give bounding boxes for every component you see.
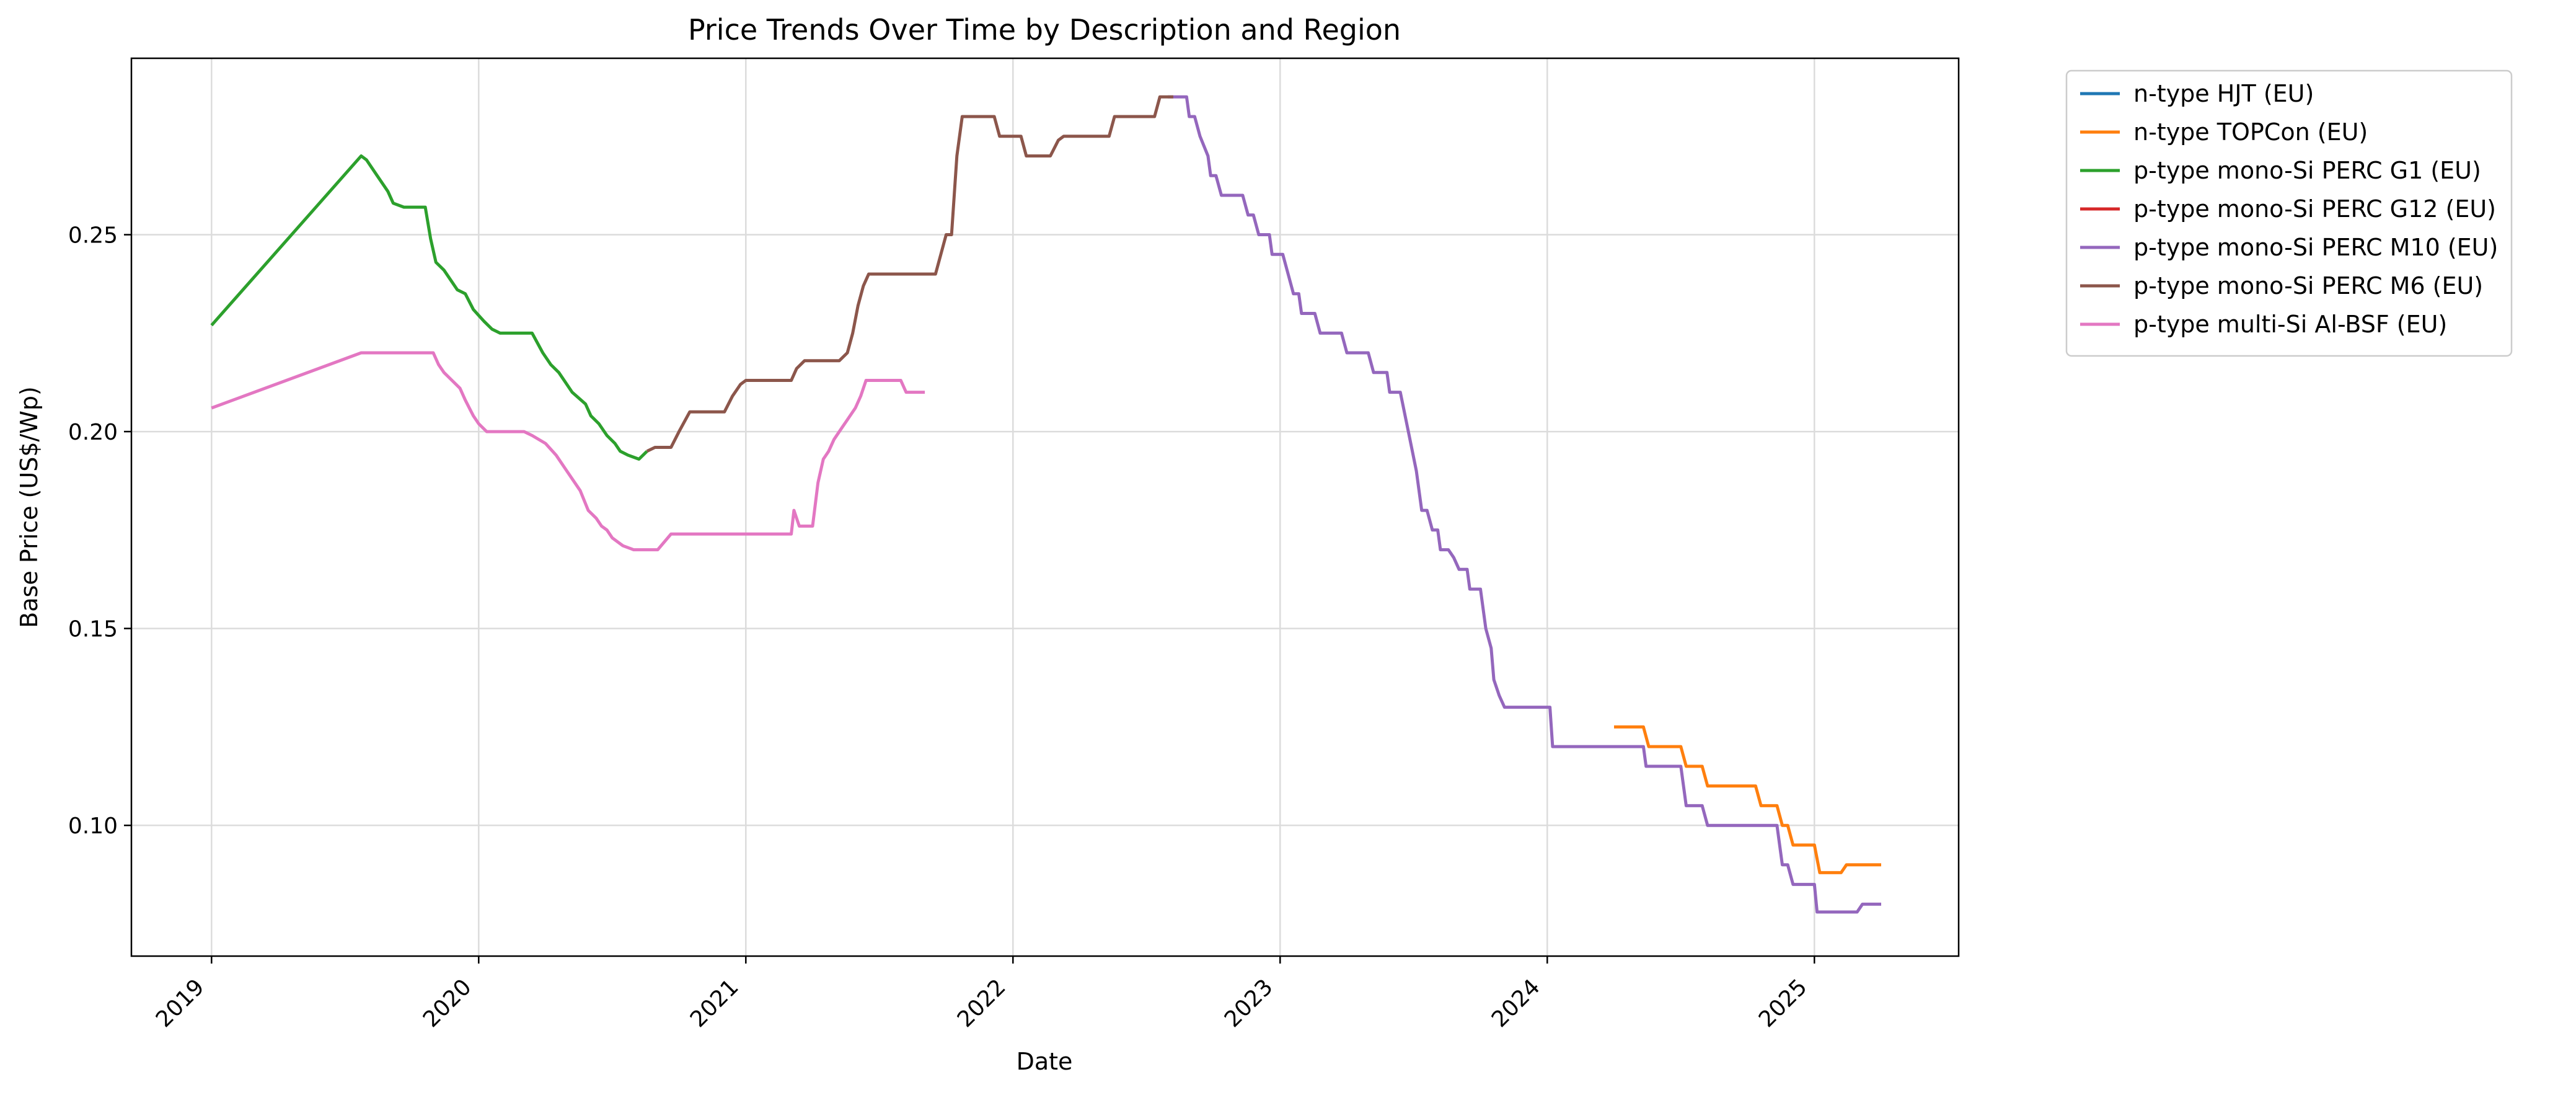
series-line-p-type-mono-si-perc-m10-eu [1168,95,1881,914]
legend: n-type HJT (EU) n-type TOPCon (EU) p-type … [2065,69,2513,357]
y-tick-label: 0.10 [68,813,118,839]
grid [131,58,1959,956]
legend-label: n-type TOPCon (EU) [2133,118,2368,146]
series-lines [210,95,1881,914]
legend-box [2065,69,2513,357]
legend-label: p-type mono-Si PERC G12 (EU) [2133,195,2496,223]
y-axis-title: Base Price (US$/Wp) [15,386,43,628]
legend-label: p-type mono-Si PERC M10 (EU) [2133,234,2498,261]
legend-label: p-type mono-Si PERC M6 (EU) [2133,272,2483,299]
series-line-p-type-mono-si-perc-g1-eu [210,154,648,461]
x-axis-title: Date [1017,1048,1073,1075]
y-tick-label: 0.20 [68,420,118,445]
series-line-p-type-mono-si-perc-m6-eu [646,95,1173,453]
series-line-n-type-topcon-eu [1614,725,1881,874]
y-tick-label: 0.15 [68,617,118,642]
legend-label: n-type HJT (EU) [2133,80,2314,107]
plot-area-frame [130,57,1960,957]
y-tick-label: 0.25 [68,223,118,249]
chart-title: Price Trends Over Time by Description an… [688,13,1401,47]
legend-label: p-type mono-Si PERC G1 (EU) [2133,157,2481,184]
series-line-p-type-multi-si-al-bsf-eu [211,351,925,552]
legend-label: p-type multi-Si Al-BSF (EU) [2133,311,2447,338]
